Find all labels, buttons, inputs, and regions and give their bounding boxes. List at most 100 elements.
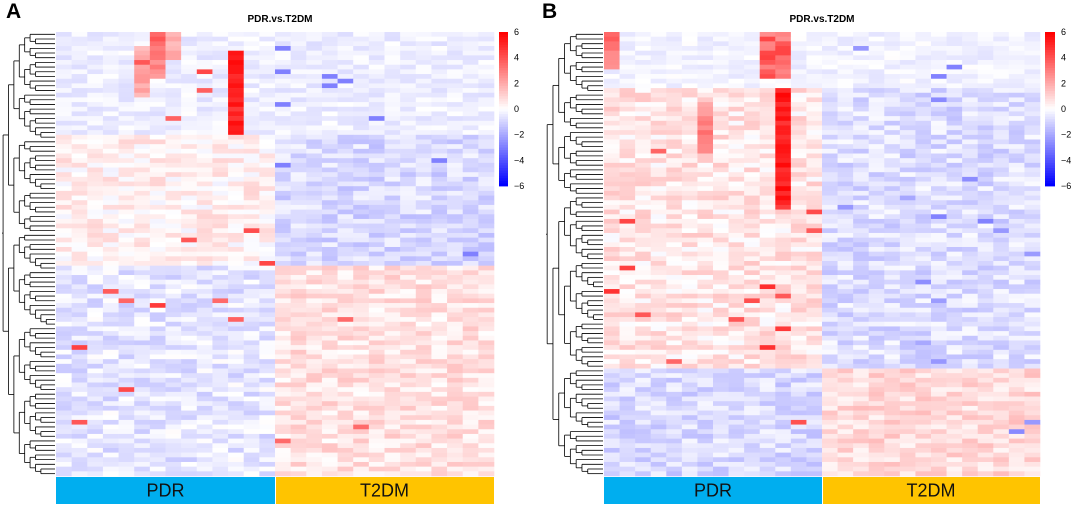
- heatmap-cell: [790, 116, 807, 122]
- heatmap-cell: [884, 261, 901, 266]
- heatmap-cell: [853, 345, 870, 351]
- heatmap-cell: [837, 134, 854, 140]
- heatmap-cell: [337, 218, 354, 224]
- heatmap-cell: [884, 106, 901, 112]
- heatmap-cell: [775, 340, 792, 346]
- heatmap-cell: [946, 134, 963, 140]
- heatmap-cell: [884, 134, 901, 140]
- heatmap-cell: [635, 214, 652, 220]
- heatmap-cell: [899, 46, 916, 51]
- heatmap-cell: [931, 78, 947, 84]
- heatmap-cell: [400, 106, 417, 112]
- heatmap-cell: [666, 331, 683, 337]
- heatmap-cell: [400, 102, 417, 108]
- heatmap-cell: [635, 265, 652, 271]
- heatmap-cell: [275, 298, 291, 304]
- heatmap-cell: [666, 214, 683, 220]
- heatmap-cell: [243, 354, 260, 360]
- heatmap-cell: [993, 218, 1010, 224]
- heatmap-cell: [102, 134, 119, 140]
- heatmap-cell: [666, 232, 683, 238]
- heatmap-cell: [899, 176, 916, 182]
- heatmap-cell: [931, 251, 947, 257]
- heatmap-cell: [149, 298, 166, 304]
- heatmap-cell: [212, 251, 229, 257]
- heatmap-cell: [666, 265, 683, 271]
- heatmap-cell: [306, 457, 323, 463]
- heatmap-cell: [884, 331, 901, 337]
- heatmap-cell: [415, 303, 432, 309]
- heatmap-cell: [431, 289, 448, 295]
- heatmap-cell: [462, 195, 479, 201]
- heatmap-cell: [931, 200, 947, 206]
- heatmap-cell: [697, 74, 714, 80]
- heatmap-cell: [962, 134, 979, 140]
- heatmap-cell: [71, 265, 88, 271]
- heatmap-cell: [87, 345, 104, 351]
- heatmap-cell: [228, 419, 245, 425]
- heatmap-cell: [353, 92, 370, 98]
- heatmap-cell: [384, 443, 401, 449]
- heatmap-cell: [196, 111, 213, 117]
- heatmap-cell: [993, 223, 1010, 229]
- heatmap-cell: [337, 36, 354, 42]
- heatmap-cell: [134, 321, 151, 327]
- heatmap-cell: [415, 246, 432, 252]
- heatmap-cell: [775, 120, 792, 126]
- heatmap-cell: [196, 415, 213, 421]
- heatmap-cell: [400, 284, 417, 290]
- heatmap-cell: [384, 158, 401, 164]
- heatmap-cell: [931, 172, 947, 178]
- heatmap-cell: [447, 284, 464, 290]
- heatmap-cell: [259, 410, 276, 416]
- heatmap-cell: [962, 307, 979, 313]
- heatmap-cell: [478, 303, 495, 309]
- heatmap-cell: [134, 373, 151, 379]
- heatmap-cell: [321, 396, 338, 402]
- heatmap-cell: [478, 69, 495, 75]
- heatmap-cell: [462, 200, 479, 206]
- heatmap-cell: [165, 415, 182, 421]
- heatmap-cell: [290, 410, 307, 416]
- heatmap-cell: [196, 41, 213, 47]
- heatmap-cell: [87, 130, 104, 136]
- heatmap-cell: [212, 223, 229, 229]
- heatmap-cell: [118, 331, 135, 337]
- heatmap-cell: [478, 461, 495, 467]
- heatmap-cell: [102, 368, 119, 374]
- heatmap-cell: [306, 116, 323, 122]
- heatmap-cell: [478, 256, 495, 262]
- heatmap-cell: [87, 83, 104, 89]
- heatmap-cell: [604, 265, 620, 271]
- heatmap-cell: [806, 139, 823, 145]
- heatmap-cell: [337, 32, 354, 37]
- heatmap-cell: [744, 279, 761, 285]
- heatmap-cell: [243, 172, 260, 178]
- heatmap-cell: [196, 228, 213, 234]
- heatmap-cell: [71, 452, 88, 458]
- heatmap-cell: [1024, 190, 1041, 196]
- heatmap-cell: [149, 443, 166, 449]
- legend-swatch: [499, 183, 508, 187]
- heatmap-cell: [993, 83, 1010, 89]
- heatmap-cell: [415, 354, 432, 360]
- heatmap-cells: [56, 32, 495, 477]
- heatmap-cell: [853, 232, 870, 238]
- heatmap-cell: [149, 69, 166, 75]
- heatmap-cell: [462, 102, 479, 108]
- heatmap-cell: [71, 60, 88, 66]
- heatmap-cell: [977, 289, 994, 295]
- heatmap-cell: [415, 326, 432, 332]
- heatmap-cell: [353, 176, 370, 182]
- heatmap-cell: [337, 307, 354, 313]
- heatmap-cell: [368, 251, 385, 257]
- heatmap-cell: [368, 69, 385, 75]
- heatmap-cell: [102, 32, 119, 37]
- heatmap-cell: [87, 78, 104, 84]
- heatmap-cell: [71, 41, 88, 47]
- heatmap-cell: [884, 209, 901, 215]
- heatmap-cell: [275, 270, 291, 276]
- heatmap-cell: [946, 83, 963, 89]
- heatmap-cell: [149, 452, 166, 458]
- legend-swatch: [499, 134, 508, 138]
